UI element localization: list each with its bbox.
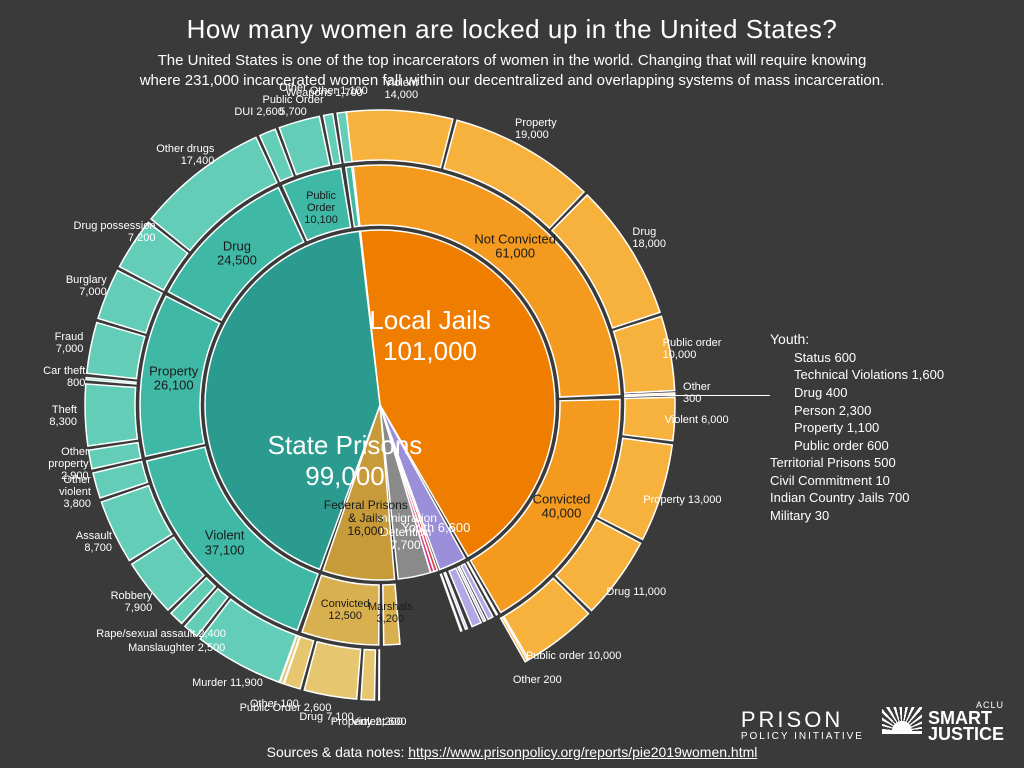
footer-link[interactable]: https://www.prisonpolicy.org/reports/pie… [408,744,757,760]
leader-line [662,395,770,396]
sunburst-slice [304,642,360,699]
sunburst-slice [614,316,675,393]
youth-item: Drug 400 [794,384,944,402]
side-item: Civil Commitment 10 [770,472,944,490]
inner-big-label: Local Jails101,000 [330,305,530,367]
logos: PRISON POLICY INITIATIVE ACLU SMART JUST… [741,700,1004,742]
page-subtitle: The United States is one of the top inca… [0,51,1024,92]
youth-item: Technical Violations 1,600 [794,366,944,384]
footer-prefix: Sources & data notes: [267,744,409,760]
page-title: How many women are locked up in the Unit… [0,0,1024,45]
sunburst-slice [623,397,675,440]
side-item: Indian Country Jails 700 [770,489,944,507]
side-item: Territorial Prisons 500 [770,454,944,472]
sunburst-slice [87,323,145,379]
sunburst-svg [50,105,750,745]
youth-header: Youth: [770,330,944,349]
logo-smart-justice: ACLU SMART JUSTICE [882,700,1004,742]
youth-item: Person 2,300 [794,402,944,420]
sunburst-slice [346,110,453,168]
sunburst-chart [50,105,750,750]
sunburst-slice [379,650,380,700]
sunburst-slice [85,384,137,446]
footer: Sources & data notes: https://www.prison… [0,744,1024,760]
logo-ppi-line2: POLICY INITIATIVE [741,731,864,742]
sunburst-slice [383,584,400,645]
sunburst-slice [361,649,375,699]
subtitle-line2: where 231,000 incarcerated women fall wi… [140,72,885,89]
youth-item: Property 1,100 [794,419,944,437]
sun-icon [882,707,922,734]
inner-big-label: State Prisons99,000 [245,430,445,492]
logo-ppi-line1: PRISON [741,707,864,733]
logo-prison-policy: PRISON POLICY INITIATIVE [741,707,864,742]
logo-sj-line2: JUSTICE [928,726,1004,742]
side-legend: Youth: Status 600 Technical Violations 1… [770,330,944,524]
side-item: Military 30 [770,507,944,525]
youth-item: Status 600 [794,349,944,367]
subtitle-line1: The United States is one of the top inca… [158,52,867,69]
youth-item: Public order 600 [794,437,944,455]
